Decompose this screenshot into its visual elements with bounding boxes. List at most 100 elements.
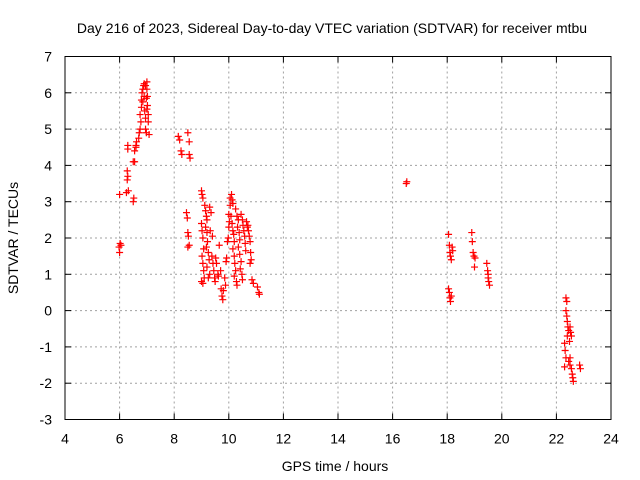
data-point xyxy=(199,279,207,287)
data-point xyxy=(203,216,211,224)
y-tick-labels: -3 -2 -1 0 1 2 3 4 5 6 7 xyxy=(40,49,53,428)
data-point xyxy=(232,205,240,213)
x-tick-label: 6 xyxy=(116,431,124,447)
data-point xyxy=(565,357,573,365)
data-point xyxy=(255,290,263,298)
data-point xyxy=(144,118,152,126)
x-tick-label: 20 xyxy=(494,431,510,447)
y-tick-label: 4 xyxy=(44,157,52,173)
data-point xyxy=(210,267,218,275)
data-point xyxy=(248,276,256,284)
data-point xyxy=(468,238,476,246)
data-point xyxy=(185,151,193,159)
data-point xyxy=(201,201,209,209)
data-point xyxy=(236,265,244,273)
data-point xyxy=(213,259,221,267)
data-point xyxy=(176,136,184,144)
y-tick-label: 2 xyxy=(44,230,52,246)
data-point xyxy=(234,223,242,231)
data-point xyxy=(229,227,237,235)
y-axis-label: SDTVAR / TECUs xyxy=(5,182,21,294)
data-point xyxy=(223,238,231,246)
x-tick-labels: 4 6 8 10 12 14 16 18 20 22 24 xyxy=(61,431,619,447)
data-point xyxy=(178,151,186,159)
data-point xyxy=(202,207,210,215)
y-tick-label: -3 xyxy=(40,412,53,428)
x-tick-label: 12 xyxy=(276,431,292,447)
data-point xyxy=(470,252,478,260)
data-point xyxy=(211,278,219,286)
data-point xyxy=(203,263,211,271)
data-point xyxy=(198,190,206,198)
data-point xyxy=(247,249,255,257)
data-point xyxy=(142,114,150,122)
data-point xyxy=(468,229,476,237)
y-tick-label: 5 xyxy=(44,121,52,137)
data-point xyxy=(142,125,150,133)
data-point xyxy=(212,254,220,262)
data-point xyxy=(204,249,212,257)
data-point xyxy=(198,252,206,260)
data-point xyxy=(219,296,227,304)
data-point xyxy=(230,238,238,246)
data-point xyxy=(236,236,244,244)
data-point xyxy=(123,167,131,175)
data-point xyxy=(561,363,569,371)
data-point xyxy=(137,103,145,111)
x-axis-label: GPS time / hours xyxy=(282,458,389,474)
data-point xyxy=(204,274,212,282)
data-point xyxy=(471,263,478,271)
data-point xyxy=(567,365,575,373)
data-point xyxy=(237,210,245,218)
data-point xyxy=(230,252,238,260)
data-point xyxy=(562,294,570,302)
data-point xyxy=(116,239,124,247)
data-point xyxy=(136,111,144,119)
data-point xyxy=(182,209,190,217)
data-point xyxy=(206,270,214,278)
x-tick-label: 22 xyxy=(549,431,565,447)
data-point xyxy=(116,249,124,257)
data-point xyxy=(135,129,143,137)
data-point xyxy=(238,276,246,284)
data-point xyxy=(143,85,151,93)
x-tick-label: 24 xyxy=(603,431,619,447)
data-point xyxy=(208,252,216,260)
x-tick-label: 8 xyxy=(170,431,178,447)
data-point xyxy=(117,241,125,249)
data-point xyxy=(184,232,192,240)
data-point xyxy=(144,111,152,119)
axis-ticks xyxy=(64,56,612,420)
x-tick-label: 4 xyxy=(61,431,69,447)
data-point xyxy=(186,154,194,162)
data-point xyxy=(447,256,455,264)
data-point xyxy=(204,238,212,246)
x-tick-label: 10 xyxy=(221,431,237,447)
x-tick-label: 14 xyxy=(330,431,346,447)
data-point xyxy=(567,332,575,340)
data-point xyxy=(241,239,249,247)
data-point xyxy=(567,328,575,336)
data-point xyxy=(139,98,147,106)
data-point xyxy=(566,354,574,362)
data-point xyxy=(445,285,453,293)
data-point xyxy=(223,254,231,262)
data-point xyxy=(222,281,230,289)
data-point xyxy=(200,267,208,275)
grid-lines xyxy=(65,56,611,420)
y-tick-label: 3 xyxy=(44,194,52,210)
data-point xyxy=(243,218,251,226)
data-point xyxy=(202,243,210,251)
data-point xyxy=(246,238,254,246)
data-point xyxy=(249,279,257,287)
data-point xyxy=(199,194,207,202)
data-point xyxy=(569,377,577,385)
data-point xyxy=(446,252,454,260)
data-point xyxy=(235,229,243,237)
data-point xyxy=(231,259,239,267)
data-point xyxy=(142,82,150,90)
data-point xyxy=(218,292,226,300)
data-point xyxy=(206,227,214,235)
y-tick-label: -1 xyxy=(40,339,53,355)
data-point xyxy=(566,337,574,345)
